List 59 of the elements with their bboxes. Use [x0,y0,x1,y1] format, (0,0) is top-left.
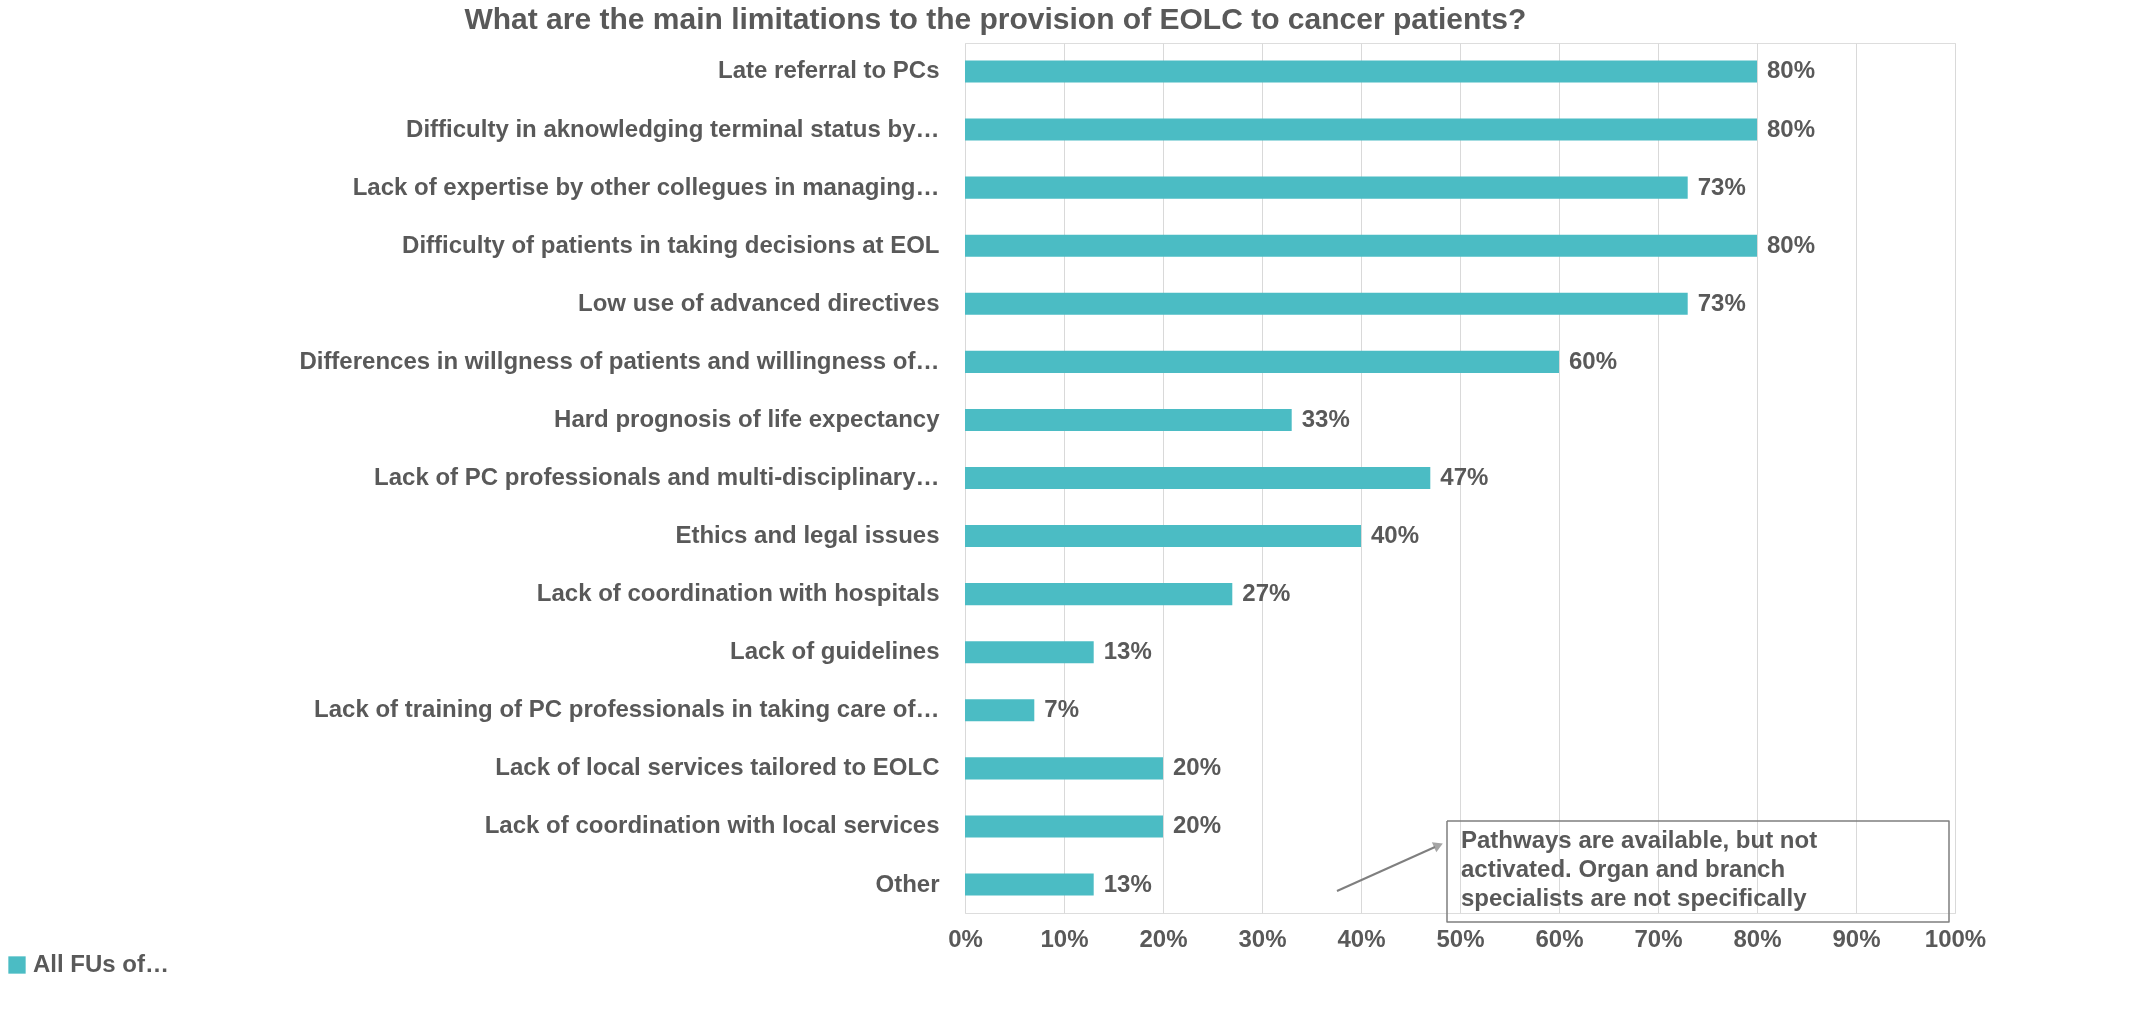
data-label: 80% [1767,114,1816,142]
y-tick-label: Low use of advanced directives [578,288,940,316]
x-tick-label: 60% [1535,924,1584,952]
y-tick-label: Difficulty in aknowledging terminal status by… [406,114,940,142]
x-tick-label: 30% [1238,924,1287,952]
data-label: 80% [1767,230,1816,258]
data-label: 80% [1767,56,1816,84]
bar [965,525,1361,548]
y-tick-label: Lack of coordination with local services [484,811,940,839]
data-label: 20% [1173,811,1222,839]
bar [965,641,1094,664]
bar [965,466,1431,490]
data-label: 20% [1173,753,1222,781]
data-label: 73% [1697,288,1746,316]
x-tick-label: 40% [1337,924,1386,952]
x-tick-label: 20% [1139,924,1188,952]
bar [965,815,1163,838]
bar [965,757,1163,780]
x-tick-label: 80% [1733,924,1782,952]
bar [965,118,1757,141]
bar [965,176,1688,199]
y-tick-label: Lack of expertise by other collegues in managing… [352,172,940,200]
y-tick-label: Differences in willgness of patients and willingness of… [299,346,940,374]
bar [965,350,1559,373]
chart-title: What are the main limitations to the provision of EOLC to cancer patients? [464,2,1527,35]
y-tick-label: Lack of guidelines [730,637,940,665]
y-tick-label: Lack of coordination with hospitals [536,579,940,607]
data-label: 7% [1044,695,1079,723]
x-tick-label: 10% [1040,924,1089,952]
data-label: 47% [1440,463,1489,490]
x-tick-label: 90% [1832,924,1881,952]
bar [965,292,1688,315]
y-tick-label: Lack of local services tailored to EOLC [495,753,940,781]
data-label: 73% [1697,172,1746,200]
data-label: 33% [1301,404,1350,432]
bar [965,699,1035,722]
x-tick-label: 50% [1436,924,1485,952]
data-label: 13% [1103,869,1152,897]
data-label: 13% [1103,637,1152,665]
annotation: Pathways are available, but not activated. Organ and branch specialists are not specifically [1461,826,1818,911]
x-tick-label: 100% [1924,924,1987,952]
y-tick-label: Late referral to PCs [718,56,940,84]
bar [965,234,1757,257]
bar [965,408,1292,431]
data-label: 27% [1242,579,1291,607]
data-label: 60% [1569,346,1618,374]
y-tick-label: Other [875,869,940,897]
legend-label: All FUs of… [33,950,169,977]
y-tick-label: Ethics and legal issues [675,521,940,549]
bar [965,873,1094,896]
bar [965,60,1757,83]
x-tick-label: 0% [948,924,983,952]
y-tick-label: Lack of training of PC professionals in taking care of… [314,695,940,723]
data-label: 40% [1371,521,1420,549]
bar [965,583,1233,606]
y-tick-label: Difficulty of patients in taking decisions at EOL [402,230,940,258]
y-tick-label: Hard prognosis of life expectancy [554,404,941,432]
y-tick-label: Lack of PC professionals and multi-disciplinary… [374,463,940,490]
x-tick-label: 70% [1634,924,1683,952]
